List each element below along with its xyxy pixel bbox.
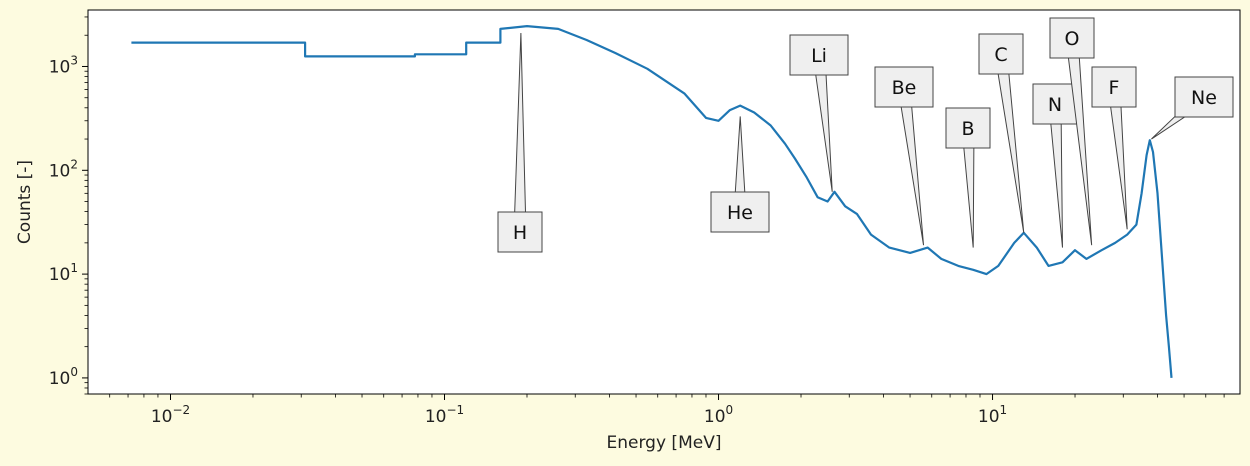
x-axis: 10−2 10−1 100 101	[109, 394, 1225, 427]
annotation-h: H	[497, 33, 543, 253]
y-tick-label: 103	[49, 53, 78, 77]
annotation-label: B	[961, 118, 974, 140]
annotation-b: B	[945, 107, 991, 248]
annotation-label: O	[1065, 28, 1080, 50]
annotation-box	[1091, 66, 1137, 108]
x-axis-title: Energy [MeV]	[607, 433, 722, 453]
annotation-n: N	[1032, 83, 1078, 248]
annotations: H He Li Be B C N O F Ne	[497, 17, 1234, 253]
annotation-box	[497, 211, 543, 253]
annotation-box	[874, 66, 934, 108]
y-tick-label: 102	[49, 157, 78, 181]
annotation-box	[710, 191, 770, 233]
annotation-box	[978, 33, 1024, 75]
x-tick-label: 100	[704, 403, 733, 427]
annotation-label: F	[1109, 77, 1120, 99]
x-tick-label: 10−1	[425, 403, 464, 427]
annotation-label: He	[727, 202, 753, 224]
annotation-label: H	[513, 222, 527, 244]
annotation-label: Li	[811, 45, 827, 67]
annotation-label: N	[1048, 94, 1062, 116]
x-tick-label: 101	[978, 403, 1007, 427]
y-tick-label: 101	[49, 261, 78, 285]
annotation-box	[1032, 83, 1078, 125]
annotation-li: Li	[789, 34, 849, 192]
annotation-o: O	[1049, 17, 1095, 246]
annotation-c: C	[978, 33, 1025, 233]
series-line	[131, 25, 1173, 378]
annotation-label: C	[994, 44, 1007, 66]
annotation-f: F	[1091, 66, 1137, 230]
y-tick-label: 100	[49, 365, 78, 389]
plot-area	[87, 9, 1241, 395]
y-axis: 100 101 102 103	[49, 16, 88, 395]
annotation-box	[1174, 76, 1234, 118]
annotation-box	[945, 107, 991, 149]
annotation-ne: Ne	[1151, 76, 1234, 140]
y-axis-title: Counts [-]	[15, 160, 35, 244]
x-tick-label: 10−2	[151, 403, 190, 427]
annotation-be: Be	[874, 66, 934, 246]
annotation-label: Ne	[1191, 87, 1217, 109]
annotation-box	[1049, 17, 1095, 59]
annotation-label: Be	[892, 77, 917, 99]
annotation-he: He	[710, 116, 770, 233]
annotation-box	[789, 34, 849, 76]
